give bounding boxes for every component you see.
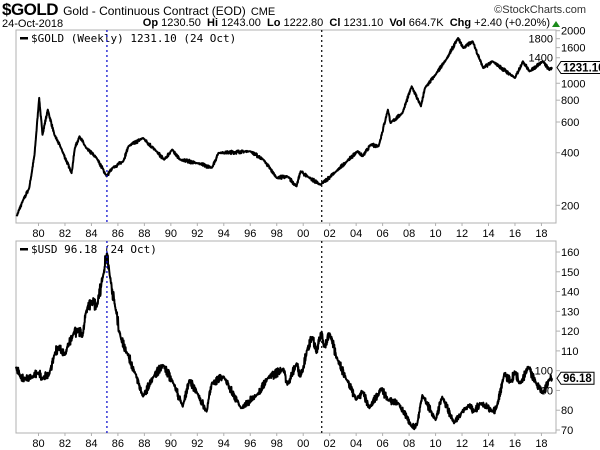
y-tick-label: 150 bbox=[561, 267, 579, 279]
title-row: $GOLD Gold - Continuous Contract (EOD) C… bbox=[2, 0, 275, 20]
y-tick-label: 160 bbox=[561, 247, 579, 259]
chg-label: Chg bbox=[449, 17, 472, 29]
x-tick-label: 14 bbox=[482, 438, 494, 450]
x-tick-label: 16 bbox=[509, 438, 521, 450]
last-value-box bbox=[556, 371, 595, 385]
x-tick-label: 08 bbox=[403, 228, 415, 240]
y-tick-label: 2000 bbox=[561, 26, 585, 38]
x-tick-label: 96 bbox=[244, 438, 256, 450]
x-tick-label: 98 bbox=[271, 228, 283, 240]
cl-label: Cl bbox=[329, 17, 341, 29]
legend-swatch bbox=[20, 248, 28, 251]
x-tick-label: 96 bbox=[244, 228, 256, 240]
x-tick-label: 86 bbox=[112, 228, 124, 240]
y-tick-label: 1000 bbox=[561, 78, 585, 90]
up-arrow-icon bbox=[552, 21, 560, 27]
x-tick-label: 90 bbox=[165, 438, 177, 450]
quote-date: 24-Oct-2018 bbox=[2, 18, 64, 30]
y-tick-label: 130 bbox=[561, 306, 579, 318]
cl-value: 1231.10 bbox=[343, 17, 384, 29]
x-tick-label: 10 bbox=[429, 438, 441, 450]
x-tick-label: 18 bbox=[535, 438, 547, 450]
legend-label: $USD 96.18 (24 Oct) bbox=[31, 243, 157, 256]
y-tick-label: 80 bbox=[561, 405, 573, 417]
x-tick-label: 08 bbox=[403, 438, 415, 450]
x-tick-label: 84 bbox=[85, 228, 97, 240]
x-tick-label: 92 bbox=[191, 438, 203, 450]
op-label: Op bbox=[142, 17, 159, 29]
x-tick-label: 88 bbox=[138, 438, 150, 450]
x-tick-label: 84 bbox=[85, 438, 97, 450]
exchange-label: CME bbox=[250, 6, 276, 18]
vol-label: Vol bbox=[389, 17, 406, 29]
y-tick-label: 800 bbox=[561, 95, 579, 107]
x-tick-label: 12 bbox=[456, 228, 468, 240]
x-tick-label: 10 bbox=[429, 228, 441, 240]
x-tick-label: 80 bbox=[32, 438, 44, 450]
x-tick-label: 02 bbox=[324, 438, 336, 450]
x-tick-label: 88 bbox=[138, 228, 150, 240]
x-tick-label: 92 bbox=[191, 228, 203, 240]
series-layer bbox=[15, 252, 553, 431]
last-value-box bbox=[556, 60, 600, 74]
chg-value: +2.40 (+0.20%) bbox=[474, 17, 550, 29]
hi-label: Hi bbox=[207, 17, 219, 29]
x-tick-label: 12 bbox=[456, 438, 468, 450]
lo-label: Lo bbox=[266, 17, 281, 29]
symbol-title: $GOLD bbox=[2, 0, 59, 19]
stockcharts-brand: ©StockCharts.com bbox=[494, 4, 586, 16]
x-tick-label: 04 bbox=[350, 438, 362, 450]
y-tick-label: 1400 bbox=[529, 53, 553, 65]
panel-frame bbox=[15, 29, 557, 224]
contract-name: Gold - Continuous Contract (EOD) bbox=[63, 4, 246, 18]
x-tick-label: 06 bbox=[376, 438, 388, 450]
op-value: 1230.50 bbox=[161, 17, 201, 29]
last-value-label: 1231.10 bbox=[563, 62, 600, 74]
x-tick-label: 18 bbox=[535, 228, 547, 240]
vol-value: 664.7K bbox=[408, 17, 444, 29]
y-tick-label: 1600 bbox=[561, 43, 585, 55]
y-tick-label: 110 bbox=[561, 346, 579, 358]
y-tick-label: 200 bbox=[561, 200, 579, 212]
y-tick-label: 140 bbox=[561, 287, 579, 299]
series-layer bbox=[15, 37, 553, 217]
hi-value: 1243.00 bbox=[221, 17, 261, 29]
x-tick-label: 02 bbox=[324, 228, 336, 240]
lo-value: 1222.80 bbox=[283, 17, 324, 29]
y-tick-label: 70 bbox=[561, 425, 573, 437]
ohlc-readout: Op 1230.50 Hi 1243.00 Lo 1222.80 Cl 1231… bbox=[143, 17, 550, 29]
x-tick-label: 16 bbox=[509, 228, 521, 240]
x-tick-label: 94 bbox=[218, 438, 230, 450]
x-tick-label: 94 bbox=[218, 228, 230, 240]
y-tick-label: 600 bbox=[561, 117, 579, 129]
legend-swatch bbox=[20, 37, 28, 40]
x-tick-label: 80 bbox=[32, 228, 44, 240]
x-tick-label: 82 bbox=[59, 228, 71, 240]
x-tick-label: 06 bbox=[376, 228, 388, 240]
gold-panel: 80 82 84 86 88 90 92 94 96 98 00 02 04 06 08 10 12 14 16 18… bbox=[15, 26, 600, 240]
x-tick-label: 86 bbox=[112, 438, 124, 450]
x-tick-label: 98 bbox=[271, 438, 283, 450]
panel-frame bbox=[15, 240, 557, 434]
last-value-label: 96.18 bbox=[563, 373, 592, 385]
x-tick-label: 14 bbox=[482, 228, 494, 240]
usd-index-line bbox=[15, 252, 553, 431]
y-tick-label: 100 bbox=[535, 366, 553, 378]
gold-price-line bbox=[15, 37, 553, 217]
label-layer: 70 80 90 100 110 120 130 140 150 160 $USD 96.18 (2… bbox=[20, 243, 595, 437]
legend-label: $GOLD (Weekly) 1231.10 (24 Oct) bbox=[31, 32, 236, 45]
y-tick-label: 400 bbox=[561, 148, 579, 160]
y-tick-label: 120 bbox=[561, 326, 579, 338]
usd-panel: 80 82 84 86 88 90 92 94 96 98 00 02 04 06 08 10 12 14 16 18… bbox=[15, 240, 595, 450]
x-tick-label: 90 bbox=[165, 228, 177, 240]
y-tick-label: 1800 bbox=[529, 34, 553, 46]
y-tick-label: 90 bbox=[541, 385, 553, 397]
x-tick-label: 00 bbox=[297, 438, 309, 450]
x-tick-label: 82 bbox=[59, 438, 71, 450]
x-tick-label: 00 bbox=[297, 228, 309, 240]
label-layer: 200 400 600 800 1000 1400 1600 1800 2000 $GOLD (W… bbox=[20, 26, 600, 212]
x-tick-label: 04 bbox=[350, 228, 362, 240]
